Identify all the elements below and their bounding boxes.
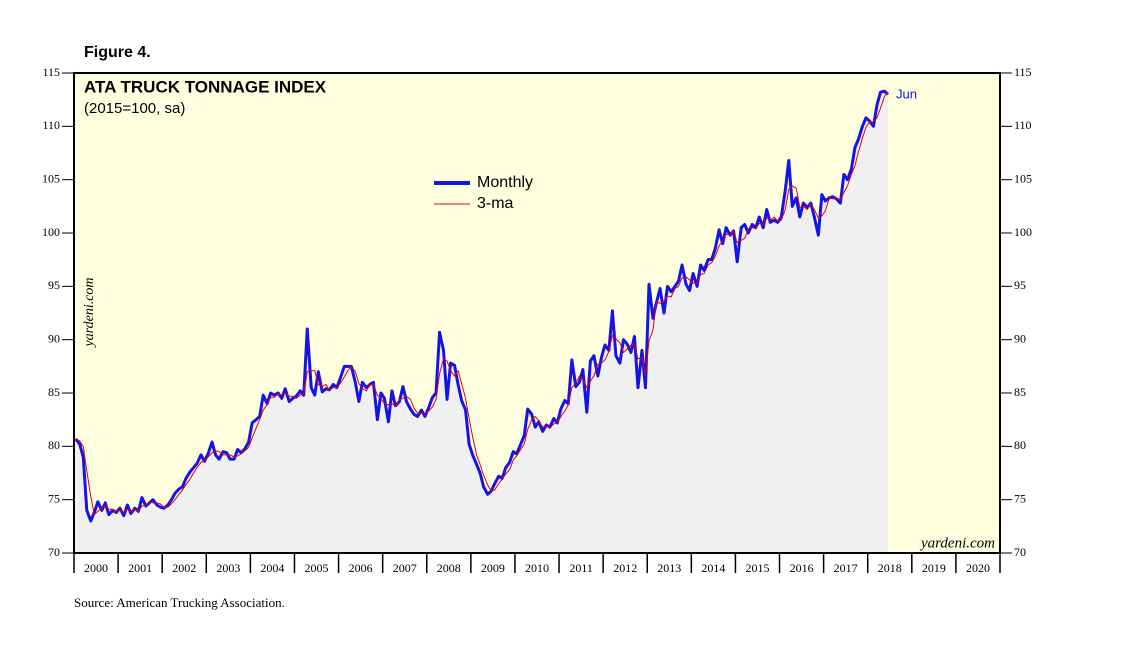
y2-tick-label: 85 [1014, 385, 1026, 399]
x-tick-label: 2004 [260, 561, 284, 575]
y-tick-label: 85 [48, 385, 60, 399]
x-tick-label: 2014 [701, 561, 725, 575]
annotation: Jun [896, 86, 917, 101]
y-tick-label: 100 [42, 225, 60, 239]
chart-title: ATA TRUCK TONNAGE INDEX [84, 77, 327, 96]
chart-subtitle: (2015=100, sa) [84, 100, 185, 117]
y2-tick-label: 75 [1014, 491, 1026, 505]
y2-tick-label: 70 [1014, 545, 1026, 559]
legend-label: Monthly [477, 174, 533, 191]
watermark: yardeni.com [919, 535, 995, 551]
y2-tick-label: 110 [1014, 118, 1032, 132]
y2-tick-label: 80 [1014, 438, 1026, 452]
x-tick-label: 2007 [393, 561, 417, 575]
x-tick-label: 2000 [84, 561, 108, 575]
source: Source: American Trucking Association. [74, 595, 285, 610]
x-tick-label: 2020 [966, 561, 990, 575]
x-tick-label: 2013 [657, 561, 681, 575]
y2-tick-label: 95 [1014, 278, 1026, 292]
plot [74, 89, 890, 553]
x-tick-label: 2006 [349, 561, 373, 575]
area [75, 91, 888, 553]
x-tick-label: 2005 [305, 561, 329, 575]
y2-tick-label: 90 [1014, 331, 1026, 345]
y-tick-label: 105 [42, 171, 60, 185]
plot-frame [73, 72, 1001, 554]
y-tick-label: 75 [48, 491, 60, 505]
y-tick-label: 80 [48, 438, 60, 452]
y-tick-label: 95 [48, 278, 60, 292]
x-tick-label: 2003 [216, 561, 240, 575]
line [75, 91, 889, 516]
x-tick-label: 2009 [481, 561, 505, 575]
x-tick-label: 2016 [790, 561, 814, 575]
y2-tick-label: 105 [1014, 171, 1032, 185]
x-tick-label: 2018 [878, 561, 902, 575]
x-tick-label: 2011 [569, 561, 593, 575]
figure-label: Figure 4. [84, 44, 151, 61]
line [74, 89, 890, 523]
y-tick-label: 110 [42, 118, 60, 132]
y2-tick-label: 115 [1014, 65, 1032, 79]
x-tick-label: 2017 [834, 561, 858, 575]
x-tick-label: 2012 [613, 561, 637, 575]
y-tick-label: 115 [42, 65, 60, 79]
x-tick-label: 2001 [128, 561, 152, 575]
y-tick-label: 70 [48, 545, 60, 559]
x-tick-label: 2019 [922, 561, 946, 575]
x-tick-label: 2008 [437, 561, 461, 575]
watermark: yardeni.com [82, 277, 97, 348]
y2-tick-label: 100 [1014, 225, 1032, 239]
x-tick-label: 2015 [745, 561, 769, 575]
x-tick-label: 2002 [172, 561, 196, 575]
legend-label: 3-ma [477, 195, 514, 212]
x-tick-label: 2010 [525, 561, 549, 575]
y-tick-label: 90 [48, 331, 60, 345]
